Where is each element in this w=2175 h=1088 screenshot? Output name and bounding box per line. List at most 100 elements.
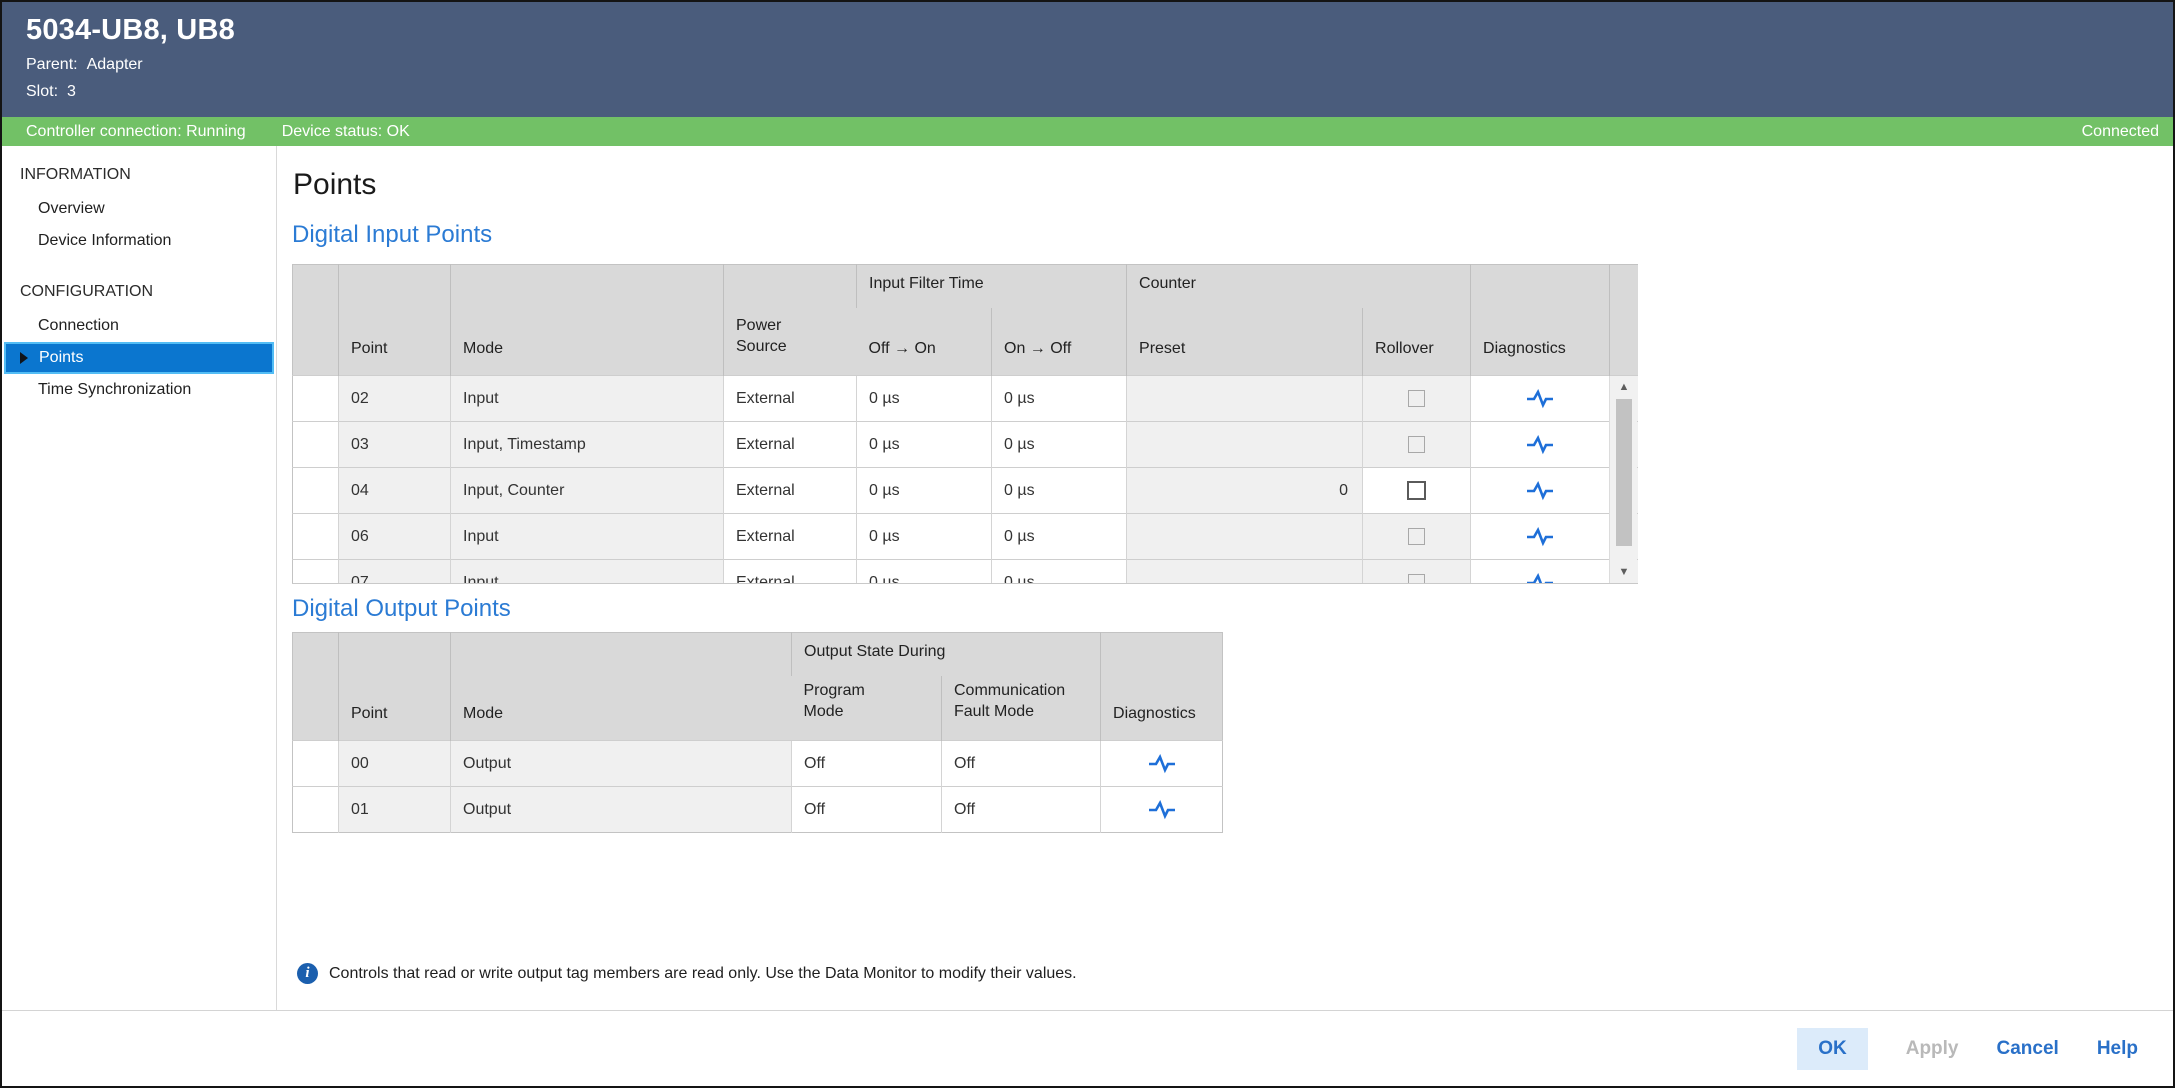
diagnostics-pulse-icon xyxy=(1525,527,1555,547)
preset-cell xyxy=(1127,376,1363,422)
output-point-row-00: 00 Output Off Off xyxy=(293,741,1223,787)
diagnostics-pulse-icon xyxy=(1525,389,1555,409)
main-content: Points Digital Input Points Point Mode xyxy=(277,146,2173,1010)
sidebar-section-information: INFORMATION xyxy=(2,156,276,193)
diagnostics-cell[interactable] xyxy=(1471,514,1610,560)
rollover-cell xyxy=(1363,422,1471,468)
read-only-note-text: Controls that read or write output tag m… xyxy=(329,965,1077,983)
rollover-checkbox xyxy=(1408,390,1425,407)
title-bar: 5034-UB8, UB8 Parent:Adapter Slot:3 xyxy=(2,2,2173,117)
power-source-cell[interactable]: External xyxy=(724,468,857,514)
rollover-checkbox xyxy=(1408,528,1425,545)
diagnostics-cell[interactable] xyxy=(1101,787,1223,833)
digital-input-points-heading: Digital Input Points xyxy=(292,221,2173,249)
vertical-scrollbar[interactable]: ▲ ▼ xyxy=(1609,376,1637,583)
slot-row: Slot:3 xyxy=(26,83,2173,101)
diagnostics-pulse-icon xyxy=(1525,435,1555,455)
diagnostics-pulse-icon xyxy=(1525,573,1555,584)
slot-value: 3 xyxy=(67,83,76,100)
row-selector[interactable] xyxy=(293,514,339,560)
on-to-off-cell[interactable]: 0 µs xyxy=(992,468,1127,514)
rollover-column-header: Rollover xyxy=(1363,308,1471,376)
diagnostics-cell[interactable] xyxy=(1471,376,1610,422)
sidebar-item-overview[interactable]: Overview xyxy=(2,193,276,225)
apply-button[interactable]: Apply xyxy=(1906,1038,1959,1060)
on-to-off-cell[interactable]: 0 µs xyxy=(992,422,1127,468)
point-cell: 07 xyxy=(339,560,451,585)
sidebar: INFORMATION Overview Device Information … xyxy=(2,146,277,1010)
selected-arrow-icon xyxy=(20,352,28,364)
point-cell: 04 xyxy=(339,468,451,514)
preset-column-header: Preset xyxy=(1127,308,1363,376)
diagnostics-cell[interactable] xyxy=(1471,560,1610,585)
row-selector[interactable] xyxy=(293,376,339,422)
rollover-checkbox[interactable] xyxy=(1407,481,1426,500)
off-to-on-cell[interactable]: 0 µs xyxy=(857,376,992,422)
digital-output-points-heading: Digital Output Points xyxy=(292,595,2173,623)
diagnostics-cell[interactable] xyxy=(1101,741,1223,787)
sidebar-item-connection[interactable]: Connection xyxy=(2,310,276,342)
parent-row: Parent:Adapter xyxy=(26,56,2173,74)
point-cell: 01 xyxy=(339,787,451,833)
off-to-on-cell[interactable]: 0 µs xyxy=(857,468,992,514)
scroll-down-arrow-icon[interactable]: ▼ xyxy=(1610,561,1638,583)
on-to-off-cell[interactable]: 0 µs xyxy=(992,560,1127,585)
row-selector[interactable] xyxy=(293,787,339,833)
help-button[interactable]: Help xyxy=(2097,1038,2138,1060)
scrollbar-thumb[interactable] xyxy=(1616,399,1632,546)
program-mode-cell[interactable]: Off xyxy=(792,741,942,787)
diagnostics-pulse-icon xyxy=(1525,481,1555,501)
page-title: Points xyxy=(293,168,2173,202)
connection-state-badge: Connected xyxy=(2082,123,2159,141)
mode-cell: Input xyxy=(451,560,724,585)
program-mode-cell[interactable]: Off xyxy=(792,787,942,833)
off-to-on-cell[interactable]: 0 µs xyxy=(857,514,992,560)
rollover-cell xyxy=(1363,376,1471,422)
diagnostics-cell[interactable] xyxy=(1471,468,1610,514)
row-selector[interactable] xyxy=(293,468,339,514)
off-to-on-column-header: Off → On xyxy=(857,308,992,376)
preset-cell xyxy=(1127,422,1363,468)
diagnostics-cell[interactable] xyxy=(1471,422,1610,468)
power-source-cell[interactable]: External xyxy=(724,422,857,468)
output-point-row-01: 01 Output Off Off xyxy=(293,787,1223,833)
sidebar-item-device-information[interactable]: Device Information xyxy=(2,225,276,257)
output-state-during-group-header: Output State During xyxy=(792,633,1101,676)
input-point-row-04: 04 Input, Counter External 0 µs 0 µs 0 xyxy=(293,468,1639,514)
row-selector-header xyxy=(293,633,339,741)
scroll-up-arrow-icon[interactable]: ▲ xyxy=(1610,376,1638,398)
mode-cell: Input xyxy=(451,514,724,560)
point-cell: 02 xyxy=(339,376,451,422)
preset-cell: 0 xyxy=(1127,468,1363,514)
row-selector[interactable] xyxy=(293,560,339,585)
point-column-header: Point xyxy=(339,265,451,376)
sidebar-item-time-synchronization[interactable]: Time Synchronization xyxy=(2,374,276,406)
power-source-cell[interactable]: External xyxy=(724,514,857,560)
off-to-on-cell[interactable]: 0 µs xyxy=(857,560,992,585)
power-source-cell[interactable]: External xyxy=(724,376,857,422)
communication-fault-mode-cell[interactable]: Off xyxy=(942,787,1101,833)
preset-cell xyxy=(1127,514,1363,560)
power-source-cell[interactable]: External xyxy=(724,560,857,585)
parent-label: Parent: xyxy=(26,56,78,73)
row-selector-header xyxy=(293,265,339,376)
status-bar: Controller connection: Running Device st… xyxy=(2,117,2173,146)
sidebar-item-points[interactable]: Points xyxy=(4,342,274,374)
row-selector[interactable] xyxy=(293,741,339,787)
cancel-button[interactable]: Cancel xyxy=(1997,1038,2059,1060)
device-title: 5034-UB8, UB8 xyxy=(26,14,2173,47)
input-point-row-06: 06 Input External 0 µs 0 µs xyxy=(293,514,1639,560)
communication-fault-mode-cell[interactable]: Off xyxy=(942,741,1101,787)
sidebar-section-configuration: CONFIGURATION xyxy=(2,273,276,310)
mode-cell: Input xyxy=(451,376,724,422)
on-to-off-cell[interactable]: 0 µs xyxy=(992,376,1127,422)
ok-button[interactable]: OK xyxy=(1797,1028,1868,1070)
point-column-header: Point xyxy=(339,633,451,741)
rollover-cell xyxy=(1363,560,1471,585)
device-profile-window: 5034-UB8, UB8 Parent:Adapter Slot:3 Cont… xyxy=(0,0,2175,1088)
mode-cell: Input, Timestamp xyxy=(451,422,724,468)
off-to-on-cell[interactable]: 0 µs xyxy=(857,422,992,468)
on-to-off-cell[interactable]: 0 µs xyxy=(992,514,1127,560)
row-selector[interactable] xyxy=(293,422,339,468)
rollover-cell xyxy=(1363,514,1471,560)
